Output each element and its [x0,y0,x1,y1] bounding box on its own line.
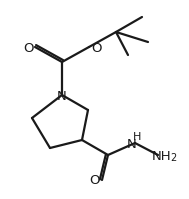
Text: N: N [127,138,137,150]
Text: O: O [23,42,33,55]
Text: H: H [133,132,141,142]
Text: O: O [91,42,101,55]
Text: 2: 2 [170,153,176,163]
Text: N: N [57,90,67,102]
Text: NH: NH [152,149,172,163]
Text: O: O [89,174,99,186]
